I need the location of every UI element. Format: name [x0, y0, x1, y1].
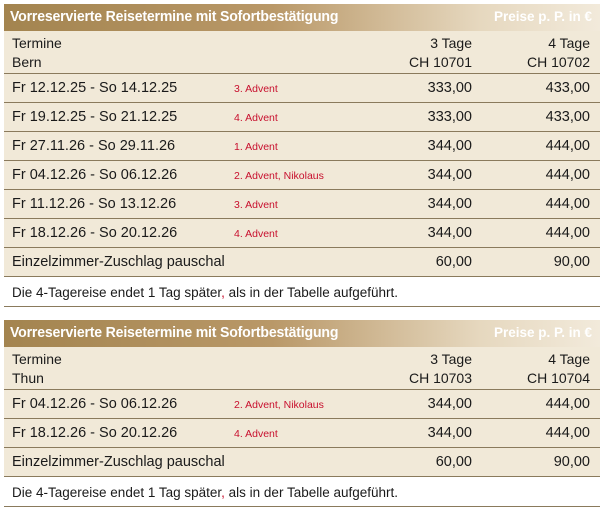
surcharge-row: Einzelzimmer-Zuschlag pauschal 60,00 90,… — [4, 448, 600, 477]
date-note: 2. Advent, Nikolaus — [234, 170, 324, 182]
date-note: 3. Advent — [234, 199, 278, 211]
price-3-days: 344,00 — [427, 196, 472, 212]
surcharge-4-days: 90,00 — [553, 254, 590, 270]
date-range: Fr 18.12.26 - So 20.12.26 — [12, 225, 178, 241]
footnote: Die 4-Tagereise endet 1 Tag später, als … — [4, 277, 600, 307]
date-range: Fr 19.12.25 - So 21.12.25 — [12, 109, 178, 125]
surcharge-label: Einzelzimmer-Zuschlag pauschal — [12, 454, 225, 470]
price-4-days: 444,00 — [545, 425, 590, 441]
table-title: Vorreservierte Reisetermine mit Sofortbe… — [10, 8, 339, 25]
surcharge-row: Einzelzimmer-Zuschlag pauschal 60,00 90,… — [4, 248, 600, 277]
footnote: Die 4-Tagereise endet 1 Tag später, als … — [4, 477, 600, 507]
column-header: Termine Bern 3 Tage CH 10701 4 Tage CH 1… — [4, 31, 600, 74]
col3-code: CH 10701 — [408, 54, 472, 70]
table-row: Fr 18.12.26 - So 20.12.26 4. Advent 344,… — [4, 419, 600, 448]
date-range: Fr 04.12.26 - So 06.12.26 — [12, 396, 178, 412]
termine-label: Termine — [12, 35, 62, 51]
col4-code: CH 10702 — [526, 54, 590, 70]
table-header-bar: Vorreservierte Reisetermine mit Sofortbe… — [4, 320, 600, 347]
date-note: 4. Advent — [234, 428, 278, 440]
surcharge-label: Einzelzimmer-Zuschlag pauschal — [12, 254, 225, 270]
price-3-days: 344,00 — [427, 138, 472, 154]
price-4-days: 444,00 — [545, 138, 590, 154]
table-row: Fr 27.11.26 - So 29.11.26 1. Advent 344,… — [4, 132, 600, 161]
price-4-days: 444,00 — [545, 225, 590, 241]
price-3-days: 333,00 — [427, 109, 472, 125]
table-row: Fr 11.12.26 - So 13.12.26 3. Advent 344,… — [4, 190, 600, 219]
table-header-bar: Vorreservierte Reisetermine mit Sofortbe… — [4, 4, 600, 31]
location-label: Thun — [12, 370, 44, 386]
date-note: 4. Advent — [234, 228, 278, 240]
price-table-thun: Vorreservierte Reisetermine mit Sofortbe… — [4, 320, 600, 507]
table-row: Fr 12.12.25 - So 14.12.25 3. Advent 333,… — [4, 74, 600, 103]
date-note: 3. Advent — [234, 83, 278, 95]
termine-label: Termine — [12, 351, 62, 367]
col3-head: 3 Tage — [430, 351, 472, 367]
price-3-days: 333,00 — [427, 80, 472, 96]
date-note: 1. Advent — [234, 141, 278, 153]
table-row: Fr 18.12.26 - So 20.12.26 4. Advent 344,… — [4, 219, 600, 248]
price-4-days: 433,00 — [545, 109, 590, 125]
surcharge-4-days: 90,00 — [553, 454, 590, 470]
table-title: Vorreservierte Reisetermine mit Sofortbe… — [10, 324, 339, 341]
date-range: Fr 27.11.26 - So 29.11.26 — [12, 138, 176, 154]
table-row: Fr 04.12.26 - So 06.12.26 2. Advent, Nik… — [4, 390, 600, 419]
footnote-text: Die 4-Tagereise endet 1 Tag später, als … — [12, 485, 399, 500]
col4-head: 4 Tage — [548, 351, 590, 367]
column-header: Termine Thun 3 Tage CH 10703 4 Tage CH 1… — [4, 347, 600, 390]
date-range: Fr 12.12.25 - So 14.12.25 — [12, 80, 178, 96]
date-range: Fr 04.12.26 - So 06.12.26 — [12, 167, 178, 183]
price-4-days: 433,00 — [545, 80, 590, 96]
col3-code: CH 10703 — [408, 370, 472, 386]
price-label: Preise p. P. in € — [493, 325, 592, 340]
price-3-days: 344,00 — [427, 167, 472, 183]
price-table-bern: Vorreservierte Reisetermine mit Sofortbe… — [4, 4, 600, 307]
price-4-days: 444,00 — [545, 396, 590, 412]
location-label: Bern — [12, 54, 42, 70]
table-row: Fr 19.12.25 - So 21.12.25 4. Advent 333,… — [4, 103, 600, 132]
date-range: Fr 11.12.26 - So 13.12.26 — [12, 196, 177, 212]
date-range: Fr 18.12.26 - So 20.12.26 — [12, 425, 178, 441]
price-4-days: 444,00 — [545, 196, 590, 212]
price-3-days: 344,00 — [427, 396, 472, 412]
col4-head: 4 Tage — [548, 35, 590, 51]
footnote-text: Die 4-Tagereise endet 1 Tag später, als … — [12, 285, 399, 300]
price-4-days: 444,00 — [545, 167, 590, 183]
price-3-days: 344,00 — [427, 225, 472, 241]
table-row: Fr 04.12.26 - So 06.12.26 2. Advent, Nik… — [4, 161, 600, 190]
col4-code: CH 10704 — [526, 370, 590, 386]
col3-head: 3 Tage — [430, 35, 472, 51]
surcharge-3-days: 60,00 — [435, 254, 472, 270]
date-note: 2. Advent, Nikolaus — [234, 399, 324, 411]
price-label: Preise p. P. in € — [493, 9, 592, 24]
date-note: 4. Advent — [234, 112, 278, 124]
surcharge-3-days: 60,00 — [435, 454, 472, 470]
price-3-days: 344,00 — [427, 425, 472, 441]
